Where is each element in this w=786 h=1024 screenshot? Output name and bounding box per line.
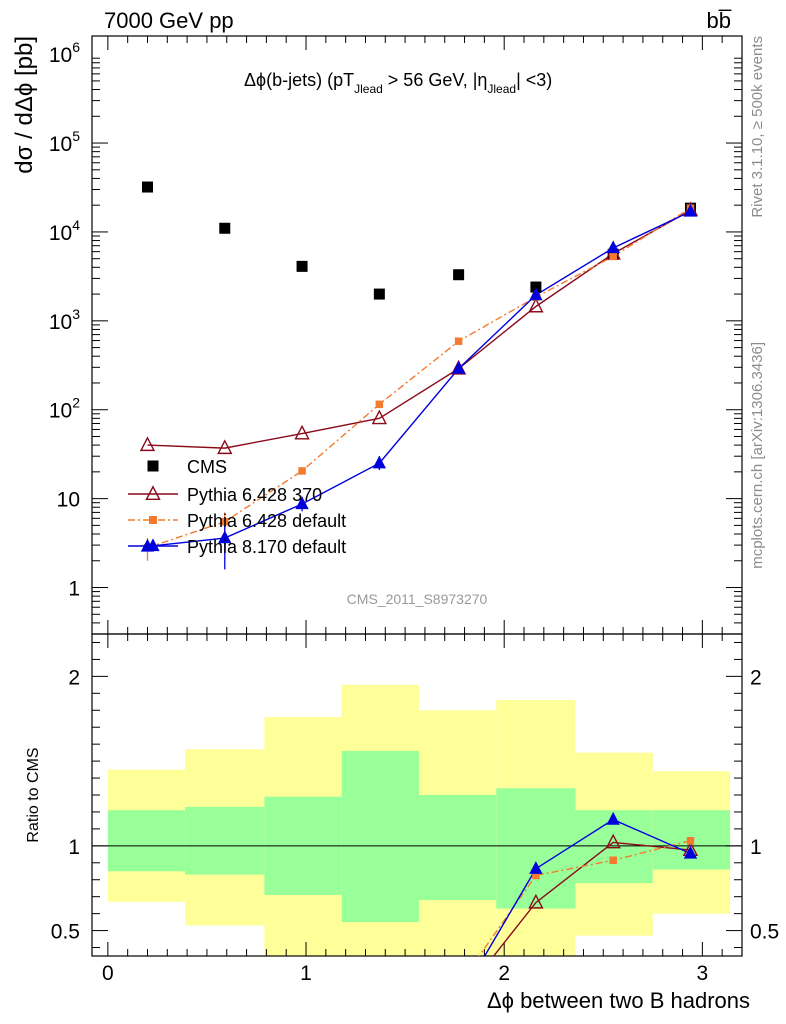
y-tick-base: 10: [49, 44, 72, 67]
ratio-marker-2-1: [609, 856, 617, 864]
legend-label: CMS: [187, 457, 227, 477]
marker-pythia-8-170-default-5: [529, 287, 543, 301]
y-tick-label: 102: [49, 395, 80, 423]
ratio-uncertainty-bands: [107, 684, 731, 956]
marker-pythia-6-428-370-0: [139, 436, 156, 452]
marker-pythia-8-170-default-3: [372, 455, 386, 469]
axes: [91, 35, 743, 957]
y-tick-base: 10: [49, 133, 72, 156]
y-tick-label: 10: [57, 489, 80, 512]
ratio-marker-3-0: [529, 861, 543, 874]
x-tick-label: 0: [102, 962, 114, 985]
y-tick-exp: 2: [72, 395, 80, 411]
plot-title-part: > 56 GeV, |η: [383, 70, 488, 90]
marker-pythia-6-428-default-4: [454, 337, 463, 345]
x-tick-label: 3: [697, 962, 709, 985]
main-line-1: [147, 209, 691, 449]
y-tick-label: 103: [49, 306, 80, 334]
marker-pythia-6-428-370-3: [371, 409, 387, 425]
marker-cms-0: [141, 181, 153, 193]
legend: CMS Pythia 6.428 370 Pythia 6.428 default P…: [128, 457, 346, 557]
marker-pythia-6-428-370-1: [217, 439, 233, 455]
legend-marker-1: [145, 485, 161, 500]
y-tick-exp: 6: [72, 39, 80, 55]
marker-pythia-8-170-default-6: [606, 240, 620, 254]
marker-pythia-6-428-default-1: [221, 517, 229, 526]
ratio-marker-3-1: [606, 811, 620, 825]
x-tick-label: 1: [300, 962, 312, 985]
analysis-watermark: CMS_2011_S8973270: [347, 591, 488, 607]
y-tick-label: 105: [49, 128, 80, 156]
marker-cms-5: [530, 281, 542, 293]
marker-pythia-6-428-370-2: [294, 424, 310, 440]
plot-title-part: Jlead: [354, 82, 383, 96]
plot-title: Δϕ(b-jets) (pTJlead > 56 GeV, |ηJlead| <…: [244, 70, 552, 96]
y-tick-exp: 5: [72, 128, 80, 144]
band-inner-0: [107, 810, 186, 872]
side-label-lower: mcplots.cern.ch [arXiv:1306.3436]: [749, 342, 766, 569]
ratio-y-tick-label-left: 2: [68, 666, 80, 689]
legend-marker-2: [149, 516, 157, 524]
band-inner-3: [341, 750, 419, 923]
legend-label: Pythia 6.428 370: [187, 485, 322, 505]
ratio-y-tick-label-right: 1: [750, 836, 762, 859]
marker-pythia-6-428-370-5: [528, 297, 544, 313]
plot-title-part: Jlead: [487, 82, 516, 96]
series-lines: [146, 207, 691, 956]
header-left-label: 7000 GeV pp: [104, 8, 234, 33]
y-tick-exp: 4: [72, 217, 80, 233]
y-tick-base: 10: [49, 222, 72, 245]
marker-cms-2: [296, 260, 308, 272]
plot-title-part: Δϕ(b-jets) (pT: [244, 70, 354, 90]
main-line-2: [147, 207, 691, 549]
marker-pythia-6-428-default-2: [298, 467, 306, 475]
legend-label: Pythia 6.428 default: [187, 511, 346, 531]
ratio-marker-1-1: [605, 833, 621, 849]
main-y-axis-label: dσ / dΔϕ [pb]: [11, 36, 38, 174]
y-tick-exp: 3: [72, 306, 80, 322]
ratio-y-tick-label-left: 1: [68, 836, 80, 859]
legend-marker-cms: [147, 460, 159, 472]
y-tick-label: 1: [68, 578, 80, 601]
side-label-upper: Rivet 3.1.10, ≥ 500k events: [749, 36, 766, 218]
ratio-y-axis-label: Ratio to CMS: [25, 747, 42, 842]
ratio-y-tick-label-right: 2: [750, 666, 762, 689]
ratio-marker-1-0: [528, 893, 544, 909]
main-line-3: [147, 210, 691, 548]
plot-title-part: | <3): [516, 70, 552, 90]
y-tick-label: 106: [49, 39, 80, 67]
legend-label: Pythia 8.170 default: [187, 537, 346, 557]
x-tick-label: 2: [498, 962, 510, 985]
ratio-line-1: [492, 841, 691, 956]
x-axis-label: Δϕ between two B hadrons: [487, 988, 750, 1013]
marker-pythia-8-170-default-4: [451, 360, 466, 374]
marker-pythia-6-428-default-3: [375, 400, 384, 409]
marker-cms-1: [219, 222, 231, 234]
marker-pythia-8-170-default-2: [295, 496, 309, 510]
ratio-line-3: [483, 818, 691, 956]
ratio-marker-2-2: [686, 837, 695, 845]
y-tick-base: 10: [49, 311, 72, 334]
marker-pythia-6-428-default-6: [609, 252, 617, 261]
marker-cms-3: [373, 288, 385, 300]
band-inner-1: [185, 806, 265, 875]
ratio-y-tick-label-right: 0.5: [750, 921, 779, 944]
marker-pythia-8-170-default-7: [683, 203, 698, 217]
marker-cms-4: [453, 269, 465, 281]
band-inner-5: [496, 788, 576, 909]
band-inner-4: [418, 795, 497, 901]
y-tick-label: 104: [49, 217, 80, 245]
ratio-marker-2-0: [532, 871, 540, 880]
series-markers: [139, 181, 699, 909]
ratio-marker-3-2: [683, 845, 698, 859]
header-right-label: bb̅: [707, 8, 732, 33]
marker-pythia-8-170-default-1: [218, 530, 232, 544]
ratio-y-tick-label-left: 0.5: [51, 921, 80, 944]
y-tick-base: 10: [49, 400, 72, 423]
legend-marker-3: [146, 538, 160, 552]
